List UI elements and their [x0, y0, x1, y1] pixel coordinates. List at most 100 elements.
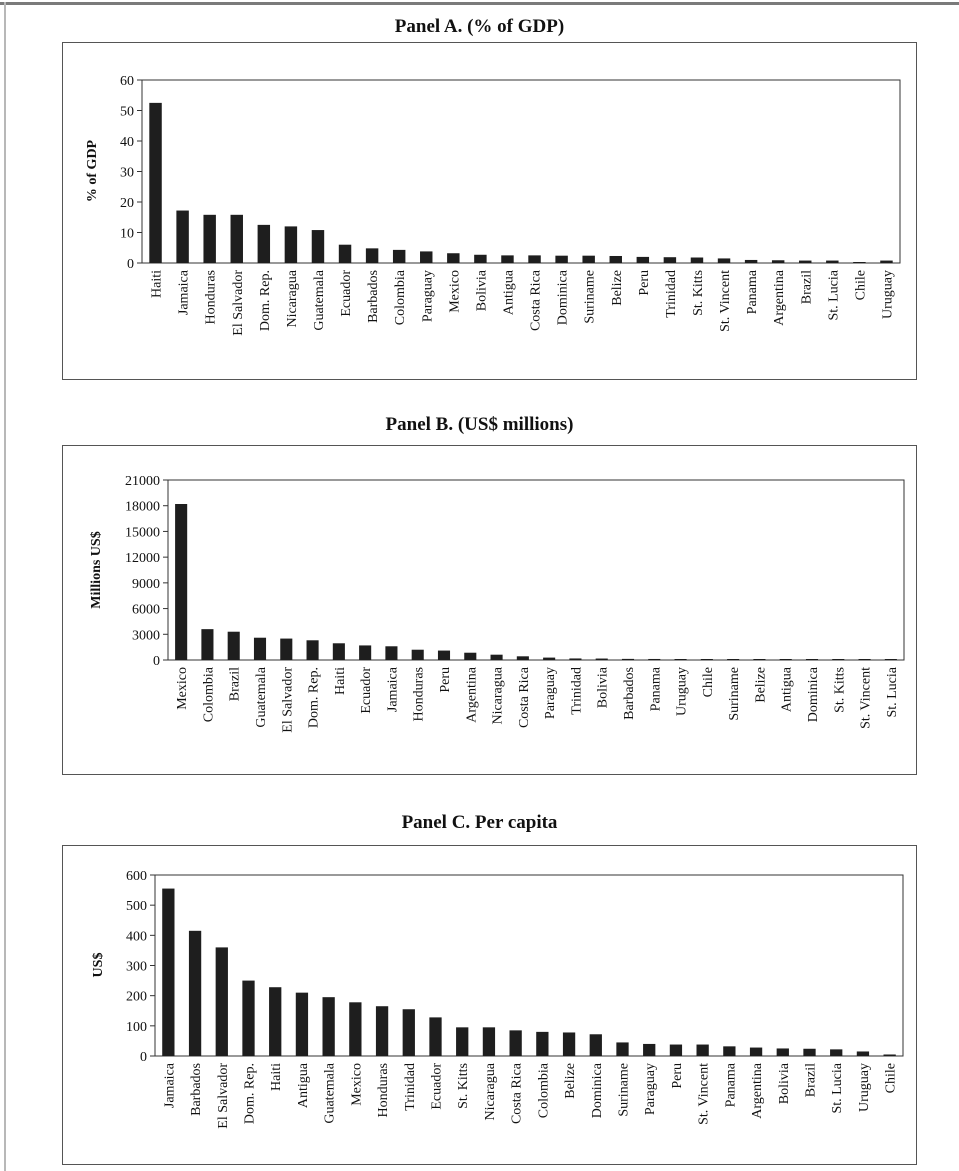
panel-a-bar — [311, 230, 325, 263]
panel-c-category-label: Mexico — [349, 1063, 364, 1106]
panel-b-bar — [543, 657, 556, 660]
panel-b-y-tick-label: 9000 — [132, 577, 160, 592]
panel-c-category-label: Haiti — [269, 1063, 284, 1091]
panel-c-bar — [295, 992, 309, 1056]
panel-b-title: Panel B. (US$ millions) — [385, 414, 574, 435]
panel-b-category-label: St. Lucia — [885, 666, 900, 717]
panel-b-category-label: Guatemala — [254, 666, 269, 727]
panel-c-y-tick-label: 400 — [126, 929, 147, 944]
panel-c-bar — [696, 1044, 709, 1056]
panel-a-category-label: Trinidad — [664, 270, 679, 318]
panel-b-category-label: Argentina — [464, 666, 479, 723]
panel-c-category-label: El Salvador — [216, 1063, 231, 1129]
panel-a-bar — [230, 214, 243, 263]
panel-c-category-label: Jamaica — [162, 1062, 177, 1108]
panel-a-bar — [690, 257, 704, 263]
panel-a-category-label: Honduras — [204, 270, 219, 324]
panel-b-category-label: Suriname — [727, 667, 742, 721]
panel-a-category-label: Bolivia — [474, 269, 489, 311]
panel-c-category-label: Panama — [723, 1062, 738, 1107]
panel-a-y-tick-label: 20 — [120, 196, 134, 211]
panel-a-y-tick-label: 30 — [120, 166, 134, 181]
panel-b-category-label: Trinidad — [569, 667, 584, 715]
panel-a-category-label: St. Kitts — [691, 270, 706, 316]
panel-c-bar — [589, 1034, 602, 1056]
panel-c-category-label: Uruguay — [857, 1063, 872, 1112]
panel-b-category-label: Nicaragua — [491, 666, 506, 724]
panel-b-bar — [595, 658, 608, 660]
panel-a-category-label: Brazil — [799, 270, 814, 304]
panel-c-category-label: Nicaragua — [483, 1062, 498, 1120]
panel-b-bar — [464, 652, 477, 660]
panel-c-category-label: Brazil — [804, 1063, 819, 1097]
panel-a-bar — [284, 226, 298, 263]
panel-a-bar — [365, 248, 379, 263]
panel-a-category-label: Guatemala — [312, 269, 327, 330]
panel-b-category-label: Panama — [648, 666, 663, 711]
panel-b-bar — [753, 659, 766, 660]
panel-a-bar — [420, 251, 433, 263]
panel-b-category-label: Brazil — [228, 667, 243, 701]
panel-b-category-label: Paraguay — [543, 667, 558, 719]
panel-b-bar — [253, 637, 267, 660]
panel-c-bar — [188, 930, 202, 1056]
panel-c-bar — [349, 1002, 362, 1056]
panel-b-bar — [411, 649, 424, 660]
panel-b-bar — [201, 629, 214, 660]
panel-a-bar — [880, 260, 893, 263]
panel-a-category-label: Ecuador — [339, 270, 354, 317]
panel-b-category-label: Chile — [701, 667, 716, 697]
panel-c-bar — [856, 1051, 870, 1056]
panel-c-category-label: Trinidad — [403, 1063, 418, 1111]
panel-a-category-label: Paraguay — [420, 270, 435, 322]
panel-a-y-tick-label: 50 — [120, 105, 134, 120]
panel-a-bar — [717, 258, 731, 263]
panel-a-bar — [555, 255, 568, 263]
panel-b-category-label: Colombia — [201, 666, 216, 722]
panel-c-bar — [509, 1030, 522, 1056]
panel-c-category-label: St. Kitts — [456, 1063, 471, 1109]
panel-a-category-label: St. Lucia — [826, 269, 841, 320]
panel-b-bar — [727, 659, 740, 660]
panel-c-plot-area — [154, 874, 904, 1057]
panel-b-bar — [569, 658, 582, 660]
panel-c-category-label: Barbados — [189, 1063, 204, 1116]
panel-b-category-label: Antigua — [780, 666, 795, 712]
panel-c-bar — [830, 1049, 843, 1056]
panel-b-category-label: Honduras — [412, 667, 427, 721]
panel-c-category-label: St. Lucia — [830, 1062, 845, 1113]
panel-b-bar — [858, 659, 871, 660]
panel-b-bar — [516, 656, 529, 660]
panel-c-bar — [883, 1054, 896, 1056]
panel-a-category-label: Chile — [853, 270, 868, 300]
panel-a-bar — [176, 210, 189, 263]
panel-c-y-tick-label: 100 — [126, 1020, 147, 1035]
panel-a-category-label: Nicaragua — [285, 269, 300, 327]
panel-b-plot-area — [167, 479, 905, 661]
panel-c-category-label: Dom. Rep. — [243, 1063, 258, 1124]
panel-b-bar — [227, 631, 240, 660]
panel-b-y-axis-label: Millions US$ — [89, 531, 104, 608]
panel-a-category-label: Costa Rica — [529, 269, 544, 331]
panel-c-bar — [322, 997, 335, 1056]
panel-c-bar — [643, 1043, 656, 1056]
panel-b-y-tick-label: 12000 — [125, 551, 160, 566]
panel-c-bar — [456, 1027, 469, 1056]
panel-a-category-label: Peru — [637, 270, 652, 296]
panel-b-bar — [280, 638, 293, 660]
panel-b-category-label: Dom. Rep. — [307, 667, 322, 728]
panel-c-bar — [242, 980, 255, 1056]
panel-b-category-label: El Salvador — [280, 667, 295, 733]
panel-b-frame — [62, 445, 917, 775]
panel-b-bar — [832, 659, 845, 660]
panel-a-bar — [771, 260, 785, 263]
panel-a-bar — [447, 253, 460, 263]
panel-b-bar — [648, 658, 661, 660]
panel-a-category-label: Colombia — [393, 269, 408, 325]
panel-a-bar — [338, 244, 352, 263]
panel-b-bar — [359, 645, 372, 660]
panel-a-category-label: Dom. Rep. — [258, 270, 273, 331]
panel-c-bar — [269, 987, 282, 1056]
panel-a-bar — [501, 255, 514, 263]
